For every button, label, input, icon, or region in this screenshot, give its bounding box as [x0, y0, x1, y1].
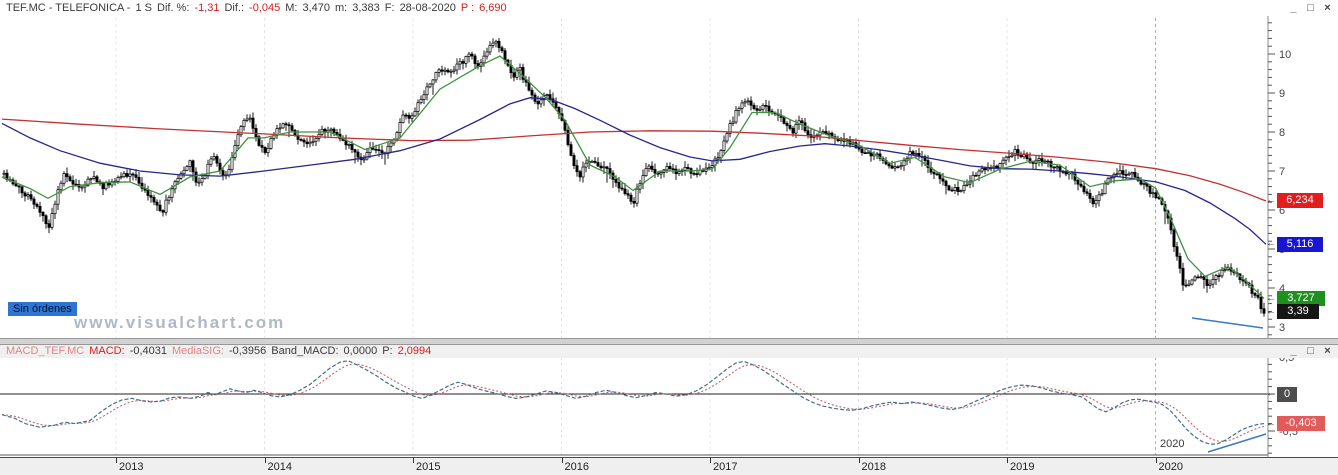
price-chart-canvas[interactable]: 345678910 [0, 0, 1338, 341]
macd-header-segment: 0,0000 [343, 345, 378, 357]
year-label: 2016 [564, 461, 589, 473]
price-badge: 3,727 [1277, 291, 1325, 307]
year-tick [264, 458, 266, 463]
macd-header-segment: MACD: [89, 345, 125, 357]
candlestick-series [2, 37, 1266, 317]
year-tick [413, 458, 414, 463]
macd-panel-window-controls: _ □ × [1281, 345, 1333, 357]
svg-text:4: 4 [1279, 283, 1285, 295]
macd-signal-line [1, 363, 1265, 442]
macd-header-segment: P: [382, 345, 393, 357]
price-header-segment: F: [384, 2, 395, 14]
year-label: 2019 [1010, 461, 1035, 473]
minimize-icon[interactable]: _ [1290, 2, 1297, 14]
year-label: 2014 [267, 461, 292, 473]
macd-header-segment: MediaSIG: [172, 345, 224, 357]
macd-header-segment: MACD_TEF.MC [6, 345, 85, 357]
macd-chart-canvas[interactable]: 0,5-0,5 [0, 345, 1338, 457]
price-header-segment: 3,383 [352, 2, 380, 14]
macd-badge: 0 [1277, 386, 1297, 402]
slow-ma-line [1, 118, 1267, 202]
price-header-segment: 1 S [135, 2, 152, 14]
badge-arrow-icon: ← [1266, 305, 1276, 317]
price-header-segment: -0,045 [249, 2, 281, 14]
price-header-segment: TEF.MC - TELEFONICA - [6, 2, 131, 14]
year-tick [116, 458, 117, 463]
medium-ma-line [1, 97, 1267, 245]
fast-ma-line [1, 55, 1265, 299]
price-badge: 3,39 [1277, 304, 1319, 320]
year-label: 2020 [1158, 461, 1183, 473]
year-tick [710, 458, 711, 463]
maximize-icon[interactable]: □ [1307, 345, 1314, 357]
macd-trendline [1207, 433, 1267, 453]
price-header-segment: Dif. %: [157, 2, 190, 14]
price-panel-window-controls: _ □ × [1281, 2, 1333, 14]
year-tick [561, 458, 563, 463]
badge-arrow-icon: ← [1266, 292, 1276, 304]
price-badge: 5,116 [1277, 236, 1323, 252]
badge-arrow-icon: ← [1266, 238, 1276, 250]
year-label: 2015 [416, 461, 441, 473]
close-icon[interactable]: × [1324, 2, 1331, 14]
watermark: www.visualchart.com [74, 313, 286, 332]
price-chart-header: TEF.MC - TELEFONICA - 1 S Dif. %: -1,31 Dif.… [6, 2, 512, 14]
year-label: 2017 [713, 461, 738, 473]
price-header-segment: P : [460, 2, 475, 14]
price-badge: 6,234 [1277, 193, 1323, 209]
macd-year-gridlines [115, 357, 1156, 455]
badge-arrow-icon: ← [1266, 417, 1276, 429]
macd-header-segment: 2,0994 [397, 345, 432, 357]
svg-text:7: 7 [1279, 166, 1285, 178]
year-tick [1155, 458, 1157, 463]
svg-text:9: 9 [1279, 88, 1285, 100]
svg-text:10: 10 [1279, 49, 1291, 61]
macd-header-segment: -0,4031 [129, 345, 167, 357]
minimize-icon[interactable]: _ [1290, 345, 1297, 357]
macd-badge: -0,403 [1277, 416, 1325, 432]
price-header-segment: 28-08-2020 [399, 2, 456, 14]
price-header-segment: 3,470 [302, 2, 331, 14]
price-header-segment: M: [285, 2, 298, 14]
macd-header-strip [0, 345, 1338, 358]
year-tick [1007, 458, 1008, 463]
panel-splitter[interactable] [0, 338, 1338, 345]
svg-text:3: 3 [1279, 322, 1285, 334]
macd-inner-year-label: 2020 [1160, 438, 1185, 450]
price-header-segment: -1,31 [194, 2, 220, 14]
macd-header-segment: -0,3956 [228, 345, 267, 357]
year-label: 2013 [119, 461, 144, 473]
no-orders-badge[interactable]: Sin órdenes [8, 302, 77, 316]
macd-header-segment: Band_MACD: [271, 345, 339, 357]
time-axis[interactable]: 2013 2014 2015 2016 2017 2018 2019 2020 [0, 457, 1338, 475]
badge-arrow-icon: ← [1266, 388, 1276, 399]
badge-arrow-icon: ← [1266, 194, 1276, 206]
price-header-segment: m: [335, 2, 348, 14]
svg-text:6: 6 [1279, 205, 1285, 217]
svg-text:8: 8 [1279, 127, 1285, 139]
price-header-segment: Dif.: [224, 2, 245, 14]
maximize-icon[interactable]: □ [1307, 2, 1314, 14]
year-tick [858, 458, 860, 463]
year-gridlines [115, 18, 1156, 338]
price-trendline [1191, 317, 1264, 329]
close-icon[interactable]: × [1324, 345, 1331, 357]
price-header-segment: 6,690 [479, 2, 507, 14]
macd-line [1, 360, 1265, 445]
macd-chart-header: MACD_TEF.MC MACD: -0,4031 MediaSIG: -0,3956 B… [6, 345, 436, 357]
year-label: 2018 [861, 461, 886, 473]
